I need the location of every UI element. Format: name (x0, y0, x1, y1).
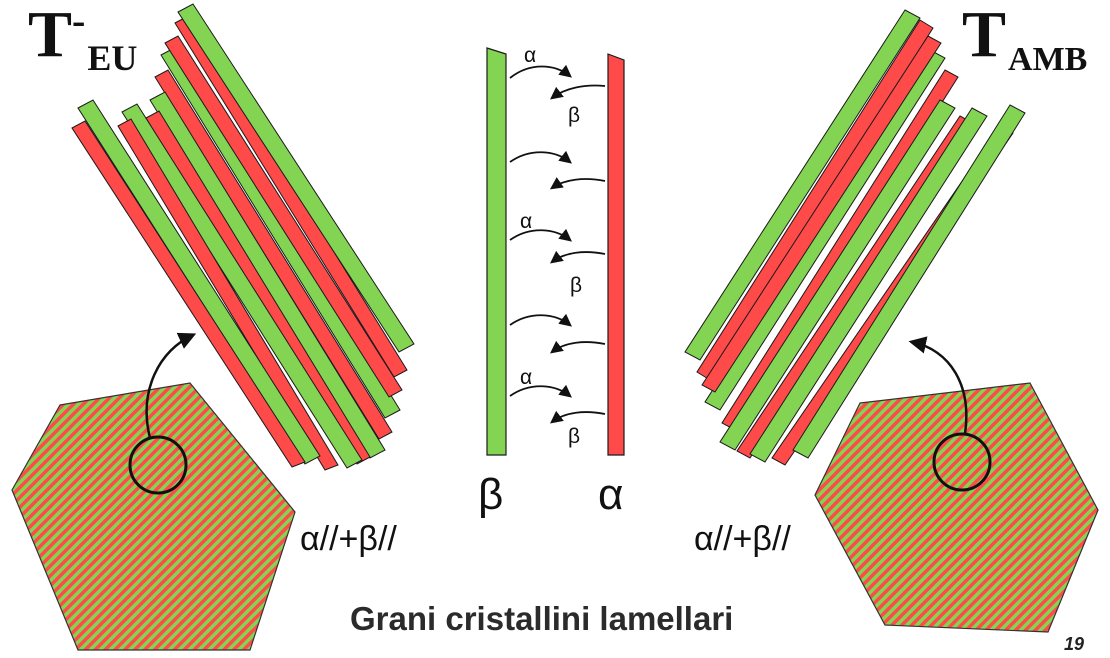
central-lamella-alpha (607, 53, 625, 456)
arrow-label-beta: β (568, 104, 580, 127)
title-left-sub: EU (87, 38, 138, 78)
title-left: T-EU (28, 0, 137, 77)
zoom-circle-right (932, 432, 992, 492)
title-right: TAMB (962, 0, 1087, 77)
page-number: 19 (1064, 634, 1085, 654)
lamellae-stack-right (684, 9, 1026, 466)
arrow-beta-to-alpha (509, 384, 572, 398)
arrow-beta-to-alpha (509, 228, 572, 242)
arrow-alpha-to-beta (549, 177, 606, 190)
arrow-beta-to-alpha (509, 150, 572, 164)
title-right-main: T (962, 0, 1007, 71)
lamella-green (121, 103, 363, 469)
title-left-main: T (28, 0, 73, 71)
lamella-green (719, 99, 956, 451)
lamella-green (749, 107, 988, 463)
lamellae-stack-left (71, 3, 415, 471)
caption: Grani cristallini lamellari (350, 600, 734, 637)
arrow-beta-to-alpha (509, 64, 572, 79)
lamella-red (164, 35, 403, 398)
arrow-alpha-to-beta (550, 410, 606, 424)
arrow-alpha-to-beta (550, 340, 606, 354)
lamella-green (684, 9, 921, 361)
lamella-red (701, 35, 942, 393)
lamella-green (177, 3, 415, 353)
arrow-label-beta: β (568, 425, 580, 448)
arrow-labels: α β α β α β (520, 44, 582, 448)
lamella-red (71, 120, 306, 468)
phase-label-beta: β (478, 470, 504, 519)
arrow-alpha-to-beta (550, 84, 606, 100)
central-lamella-beta (486, 47, 507, 456)
phase-label-alpha: α (598, 470, 624, 519)
mix-label-left: α//+β// (300, 520, 397, 558)
arrow-label-alpha: α (524, 44, 536, 67)
arrow-label-alpha: α (520, 366, 532, 389)
title-right-sub: AMB (1008, 41, 1088, 78)
zoom-arrow-right (908, 336, 968, 435)
zoom-arrow-left (145, 332, 197, 439)
hexagon-grain-right (814, 382, 1099, 633)
hexagon-grain-left (11, 382, 296, 651)
transformation-arrows (509, 64, 606, 424)
arrow-beta-to-alpha (509, 313, 572, 327)
arrow-alpha-to-beta (550, 250, 606, 264)
mix-label-right: α//+β// (694, 520, 791, 558)
zoom-circle-left (128, 435, 188, 495)
title-left-sup: - (72, 0, 86, 43)
arrow-label-beta: β (570, 274, 582, 297)
arrow-label-alpha: α (520, 210, 532, 233)
lamella-green (792, 104, 1026, 459)
